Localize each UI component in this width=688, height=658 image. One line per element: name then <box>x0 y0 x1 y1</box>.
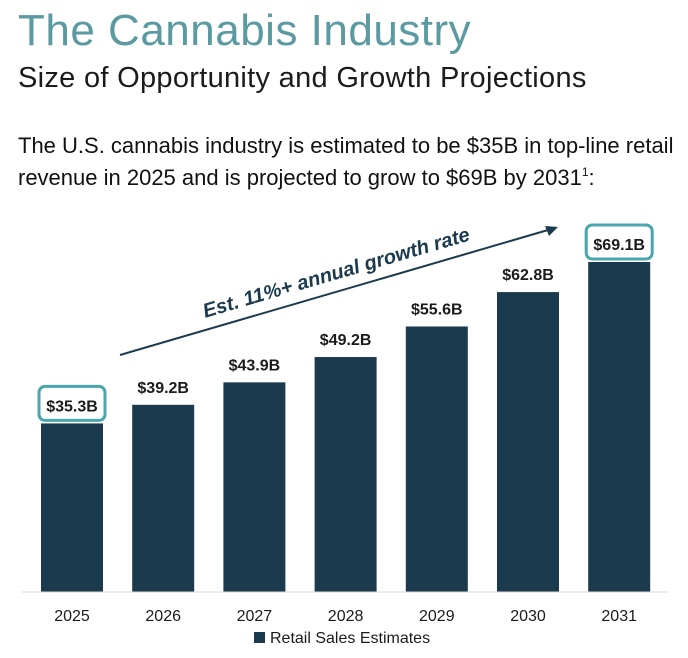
page-subtitle: Size of Opportunity and Growth Projectio… <box>18 62 587 94</box>
bar-2029 <box>405 326 468 592</box>
bar-2027 <box>223 382 286 592</box>
x-tick-2026: 2026 <box>145 608 181 625</box>
value-label-2029: $55.6B <box>411 301 463 318</box>
value-label-2025: $35.3B <box>46 398 98 415</box>
bar-2028 <box>314 357 377 592</box>
intro-paragraph: The U.S. cannabis industry is estimated … <box>18 132 678 191</box>
x-tick-2025: 2025 <box>54 608 90 625</box>
value-labels-group: $35.3B $39.2B $43.9B $49.2B $55.6B $62.8B $69.… <box>46 237 645 415</box>
page-title: The Cannabis Industry <box>18 6 472 55</box>
value-label-2026: $39.2B <box>137 380 189 397</box>
highlight-box-2031 <box>584 223 654 261</box>
bar-2030 <box>497 292 559 592</box>
x-tick-2027: 2027 <box>237 608 273 625</box>
bar-2031 <box>588 262 651 592</box>
value-label-2028: $49.2B <box>320 332 372 349</box>
bars-group <box>41 262 651 592</box>
highlight-boxes-group <box>37 223 654 422</box>
x-tick-2030: 2030 <box>510 608 546 625</box>
x-axis-ticks: 2025 2026 2027 2028 2029 2030 2031 <box>54 608 637 625</box>
x-tick-2031: 2031 <box>601 608 637 625</box>
bar-2025 <box>41 423 103 592</box>
value-label-2030: $62.8B <box>502 267 554 284</box>
x-tick-2028: 2028 <box>328 608 364 625</box>
intro-suffix: : <box>588 165 595 190</box>
growth-arrowhead <box>545 226 558 236</box>
x-tick-2029: 2029 <box>419 608 455 625</box>
legend: Retail Sales Estimates <box>254 630 430 647</box>
bar-2026 <box>132 404 195 592</box>
value-label-2031: $69.1B <box>593 237 645 254</box>
legend-label: Retail Sales Estimates <box>270 630 430 647</box>
legend-swatch <box>254 632 265 643</box>
intro-text: The U.S. cannabis industry is estimated … <box>18 133 674 190</box>
footnote-marker: 1 <box>581 165 589 179</box>
growth-arrow-line <box>119 229 549 356</box>
value-label-2027: $43.9B <box>229 357 281 374</box>
highlight-box-2025 <box>37 384 107 422</box>
